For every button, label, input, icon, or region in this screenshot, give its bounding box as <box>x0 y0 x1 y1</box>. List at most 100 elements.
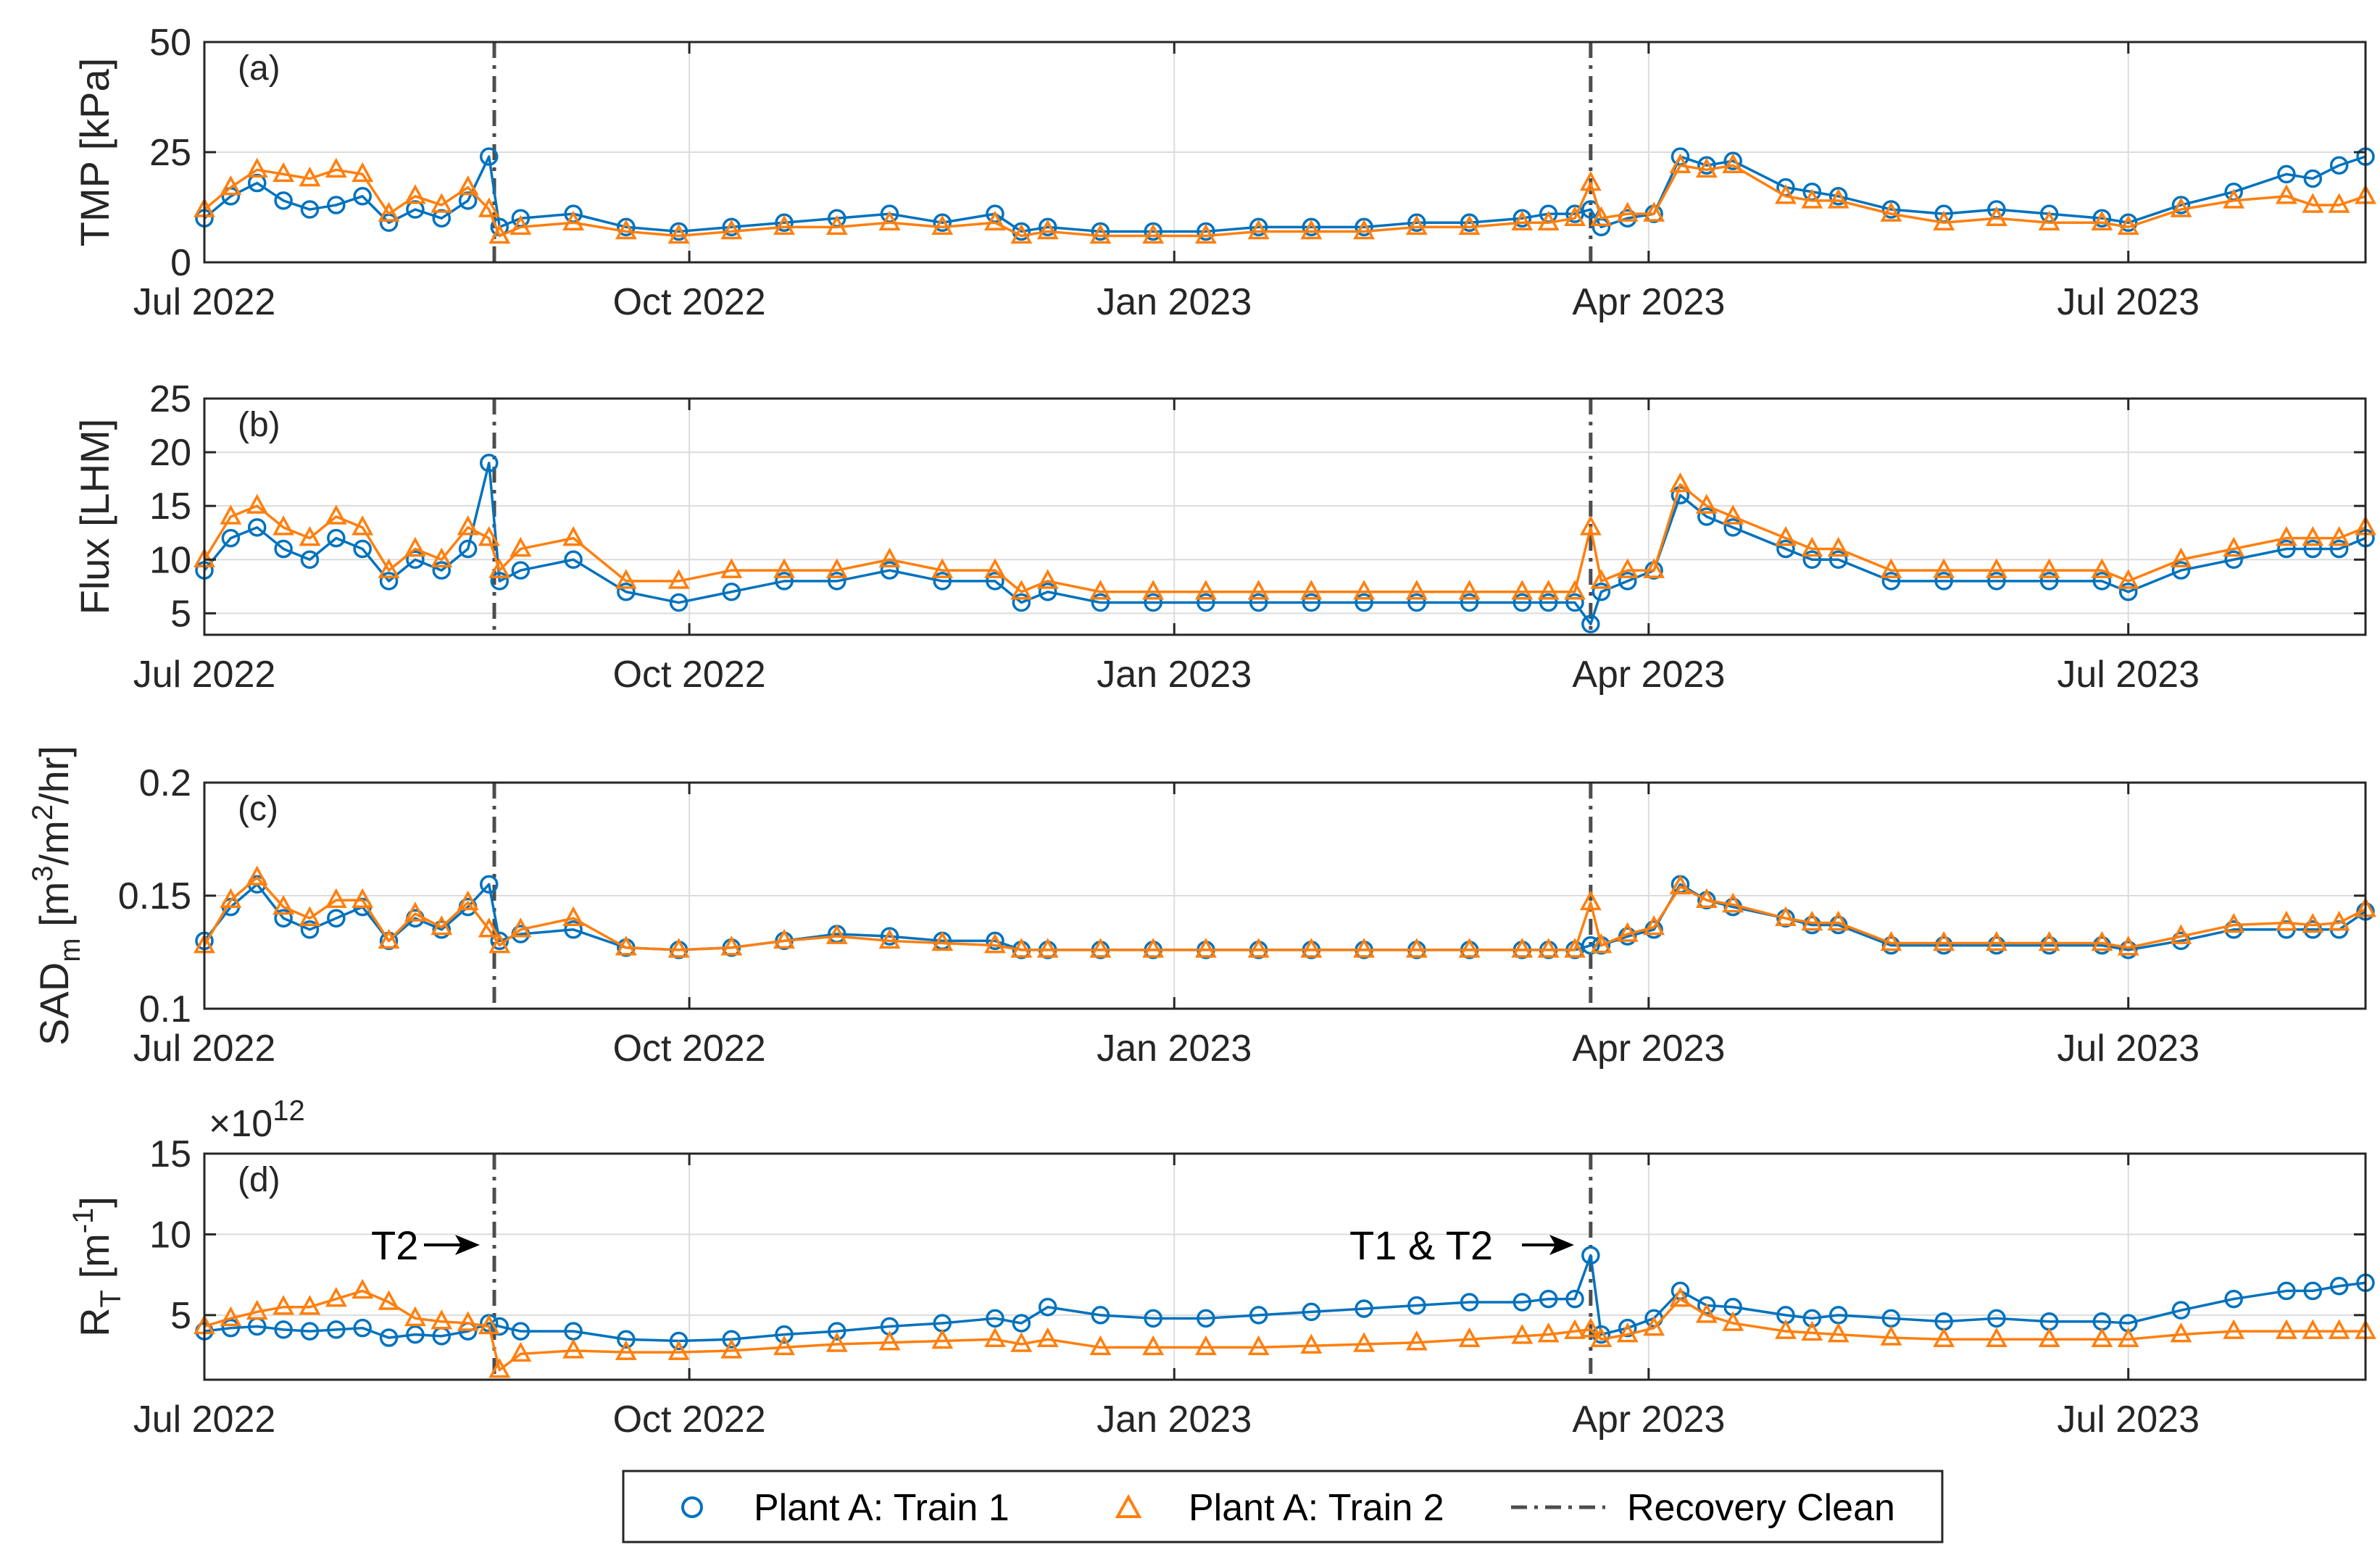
series-line-train1 <box>203 462 2366 625</box>
y-axis-label: TMP [kPa] <box>72 58 117 246</box>
data-point-train1 <box>828 572 846 591</box>
y-axis-label: SADm [m3/m2/hr] <box>27 746 86 1046</box>
data-point-train1 <box>880 561 899 580</box>
data-point-train2 <box>984 933 1006 954</box>
legend-box <box>622 1470 1944 1543</box>
data-point-train2 <box>984 1327 1006 1348</box>
data-point-train2 <box>1643 1316 1665 1336</box>
annotation-t1t2-arrowhead <box>1549 1235 1574 1255</box>
data-point-train2 <box>457 1311 479 1331</box>
data-point-train1 <box>1802 1309 1822 1328</box>
data-point-train2 <box>2223 188 2245 209</box>
data-point-train2 <box>1643 558 1665 578</box>
panel-2: 5 10 15 20 25 Jul 2022 Oct 2022 Jan 2023 Apr 202… <box>72 378 2376 696</box>
data-point-train2 <box>1827 536 1850 557</box>
data-point-train2 <box>1142 1335 1165 1356</box>
data-point-train2 <box>1669 874 1692 895</box>
data-point-train2 <box>2275 184 2297 204</box>
data-point-train2 <box>509 917 532 938</box>
data-point-train1 <box>1091 1306 1110 1325</box>
data-point-train1 <box>2303 1281 2323 1301</box>
data-point-train1 <box>1987 572 2006 591</box>
data-point-train2 <box>1695 157 1718 178</box>
data-point-train2 <box>1880 201 1902 222</box>
data-point-train2 <box>1933 210 1955 231</box>
data-point-train2 <box>931 930 954 951</box>
data-point-train1 <box>2171 196 2191 214</box>
data-point-train2 <box>351 1278 374 1299</box>
data-point-train1 <box>221 528 241 548</box>
data-point-train2 <box>1405 1330 1428 1351</box>
data-point-train2 <box>1511 210 1534 231</box>
data-point-train2 <box>562 210 585 231</box>
data-point-train2 <box>2275 1319 2297 1339</box>
data-point-train2 <box>931 558 954 578</box>
data-point-train1 <box>353 1318 372 1338</box>
data-point-train2 <box>2302 193 2324 213</box>
data-point-train2 <box>1511 580 1534 600</box>
data-point-train2 <box>1579 890 1602 911</box>
data-point-train1 <box>933 213 952 233</box>
data-point-train1 <box>1581 936 1600 955</box>
data-point-train2 <box>2117 936 2139 956</box>
data-point-train1 <box>1091 593 1110 612</box>
data-point-train2 <box>1010 938 1033 958</box>
data-point-train2 <box>1537 1322 1560 1343</box>
data-point-train2 <box>1089 580 1112 600</box>
data-point-train2 <box>509 214 532 236</box>
data-point-train1 <box>617 582 636 601</box>
data-point-train2 <box>931 214 954 236</box>
data-point-train2 <box>488 933 511 954</box>
data-point-train2 <box>1579 515 1602 536</box>
data-point-train1 <box>379 1328 399 1347</box>
data-point-train2 <box>773 558 795 578</box>
legend-clean-label: Recovery Clean <box>1627 1487 1895 1529</box>
panel-3: 0.1 0.15 0.2 Jul 2022 Oct 2022 Jan 2023 Apr 20… <box>27 746 2376 1070</box>
panel-label: (b) <box>238 406 280 444</box>
data-point-train1 <box>2329 539 2349 559</box>
x-tick-label: Apr 2023 <box>1572 654 1725 696</box>
data-point-train2 <box>2091 558 2113 578</box>
data-point-train2 <box>1537 210 1560 231</box>
data-point-train1 <box>1697 507 1716 526</box>
data-point-train1 <box>1618 1318 1637 1338</box>
data-point-train2 <box>272 1295 295 1315</box>
data-point-train1 <box>1355 593 1373 612</box>
data-point-train2 <box>1775 184 1797 204</box>
data-point-train1 <box>2277 1281 2296 1301</box>
data-point-train2 <box>2275 910 2297 931</box>
data-point-train1 <box>775 213 794 233</box>
data-point-train2 <box>1985 558 2007 578</box>
data-point-train1 <box>986 1309 1004 1328</box>
data-point-train2 <box>430 547 453 568</box>
x-tick-label: Jan 2023 <box>1097 1399 1252 1441</box>
data-point-train1 <box>1881 936 1901 955</box>
data-point-train1 <box>2277 164 2296 184</box>
data-point-train1 <box>406 550 425 570</box>
data-point-train1 <box>327 528 346 548</box>
data-point-train2 <box>299 906 321 926</box>
data-point-train2 <box>1247 580 1270 600</box>
data-point-train2 <box>1010 1332 1033 1352</box>
data-point-train2 <box>378 1290 400 1310</box>
data-point-train2 <box>1880 930 1902 951</box>
data-point-train1 <box>2039 572 2059 591</box>
data-point-train1 <box>1802 550 1822 570</box>
series-line-train1 <box>203 155 2366 233</box>
data-point-train2 <box>246 157 268 178</box>
data-point-train2 <box>1722 504 1744 525</box>
data-point-train1 <box>432 561 452 580</box>
data-point-train1 <box>1144 1309 1162 1328</box>
data-point-train2 <box>2038 1327 2060 1348</box>
data-point-train2 <box>1036 219 1059 240</box>
data-point-train2 <box>1458 214 1481 236</box>
data-point-train2 <box>1669 1286 1692 1307</box>
data-point-train2 <box>2091 210 2113 231</box>
data-point-train2 <box>1985 930 2007 951</box>
x-tick-label: Jul 2023 <box>2057 654 2200 696</box>
data-point-train1 <box>327 1320 346 1339</box>
data-point-train1 <box>353 539 372 559</box>
data-point-train1 <box>480 454 499 472</box>
data-point-train1 <box>1460 213 1479 233</box>
data-point-train2 <box>1300 938 1323 958</box>
